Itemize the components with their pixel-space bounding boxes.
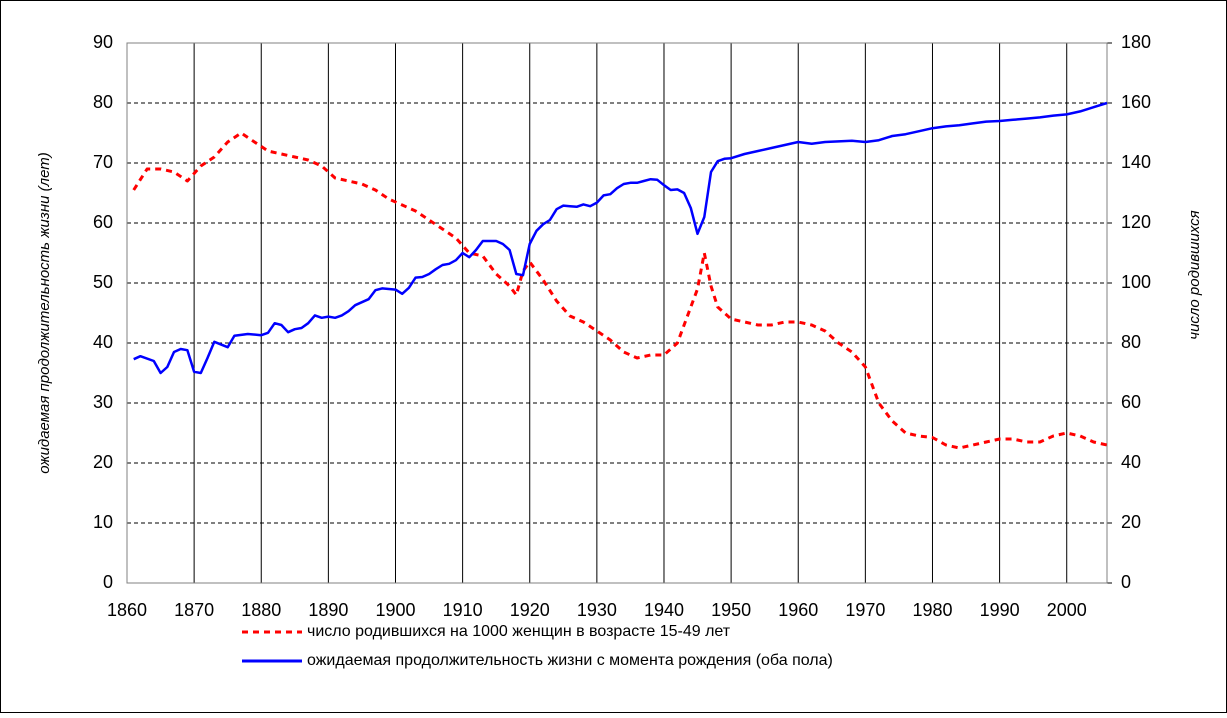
y2-axis-label: число родившихся <box>1186 210 1203 339</box>
y-tick-label: 80 <box>93 92 113 112</box>
x-tick-label: 1880 <box>241 600 281 620</box>
y2-tick-label: 140 <box>1121 152 1151 172</box>
series-line <box>133 101 1108 375</box>
y-tick-label: 60 <box>93 212 113 232</box>
x-tick-label: 1990 <box>980 600 1020 620</box>
x-tick-label: 1940 <box>644 600 684 620</box>
x-tick-label: 1930 <box>577 600 617 620</box>
y-tick-label: 30 <box>93 392 113 412</box>
x-tick-label: 1860 <box>107 600 147 620</box>
y-tick-label: 40 <box>93 332 113 352</box>
legend-label: число родившихся на 1000 женщин в возрас… <box>307 623 731 640</box>
x-tick-label: 1890 <box>308 600 348 620</box>
x-tick-label: 1960 <box>778 600 818 620</box>
legend-label: ожидаемая продолжительность жизни с моме… <box>307 652 833 669</box>
y-tick-label: 50 <box>93 272 113 292</box>
y2-tick-label: 40 <box>1121 452 1141 472</box>
y-tick-label: 0 <box>103 572 113 592</box>
y2-tick-label: 120 <box>1121 212 1151 232</box>
y-tick-label: 10 <box>93 512 113 532</box>
y2-tick-label: 100 <box>1121 272 1151 292</box>
y-tick-label: 70 <box>93 152 113 172</box>
y2-tick-label: 80 <box>1121 332 1141 352</box>
y-tick-label: 90 <box>93 32 113 52</box>
y2-tick-label: 60 <box>1121 392 1141 412</box>
x-tick-label: 1870 <box>174 600 214 620</box>
y-tick-label: 20 <box>93 452 113 472</box>
series-line <box>132 131 1108 450</box>
x-tick-label: 1900 <box>375 600 415 620</box>
y2-tick-label: 180 <box>1121 32 1151 52</box>
y2-tick-label: 160 <box>1121 92 1151 112</box>
x-tick-label: 2000 <box>1047 600 1087 620</box>
y-axis-label: ожидаемая продолжительность жизни (лет) <box>36 152 53 474</box>
x-tick-label: 1950 <box>711 600 751 620</box>
plot-area <box>126 42 1108 584</box>
x-tick-label: 1910 <box>443 600 483 620</box>
y2-tick-label: 20 <box>1121 512 1141 532</box>
x-tick-label: 1920 <box>510 600 550 620</box>
x-tick-label: 1980 <box>912 600 952 620</box>
y2-tick-label: 0 <box>1121 572 1131 592</box>
x-tick-label: 1970 <box>845 600 885 620</box>
